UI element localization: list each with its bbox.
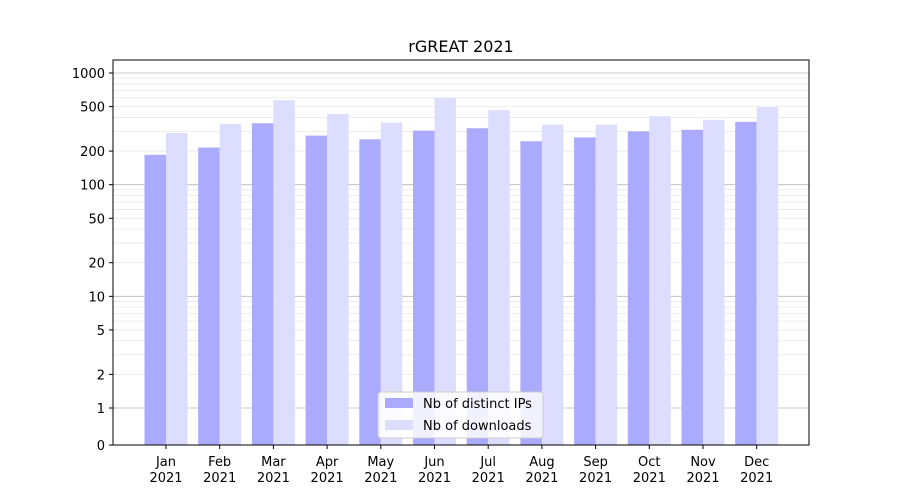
x-tick-label-month: Jul: [479, 455, 496, 470]
bar-distinct-ips: [627, 131, 650, 445]
bar-downloads: [327, 113, 349, 446]
legend-label-downloads: Nb of downloads: [423, 419, 532, 434]
x-tick-label-month: Jan: [155, 455, 176, 470]
bar-downloads: [703, 119, 725, 445]
x-tick-label-year: 2021: [257, 471, 290, 486]
x-tick-label-month: Mar: [261, 455, 286, 470]
x-tick-label-year: 2021: [633, 471, 666, 486]
y-tick-label: 1: [97, 402, 105, 417]
bar-distinct-ips: [681, 129, 703, 445]
bar-downloads: [649, 116, 671, 445]
x-tick-label-month: Aug: [529, 455, 554, 470]
x-tick-label-year: 2021: [579, 471, 612, 486]
bar-distinct-ips: [305, 135, 328, 445]
bar-distinct-ips: [574, 137, 596, 445]
x-tick-label-month: Oct: [638, 455, 660, 470]
y-tick-label: 2: [97, 368, 105, 383]
y-tick-label: 50: [88, 212, 105, 227]
legend-box: [377, 391, 544, 439]
x-tick-label-year: 2021: [740, 471, 773, 486]
bar-distinct-ips: [198, 147, 220, 445]
y-tick-label: 100: [80, 179, 105, 194]
x-tick-label-year: 2021: [149, 471, 182, 486]
y-tick-label: 200: [80, 145, 105, 160]
legend-label-ips: Nb of distinct IPs: [423, 397, 532, 412]
y-tick-label: 5: [97, 324, 105, 339]
bar-downloads: [756, 107, 779, 445]
x-tick-label-month: Sep: [583, 455, 608, 470]
x-tick-label-year: 2021: [418, 471, 451, 486]
bar-distinct-ips: [735, 121, 757, 446]
chart-title: rGREAT 2021: [408, 37, 513, 56]
bar-downloads: [595, 124, 618, 445]
x-tick-label-year: 2021: [525, 471, 558, 486]
x-tick-label-month: Feb: [208, 455, 231, 470]
x-tick-label-month: Nov: [690, 455, 716, 470]
bar-distinct-ips: [359, 139, 381, 445]
bar-distinct-ips: [144, 154, 166, 445]
x-tick-label-year: 2021: [686, 471, 719, 486]
bars: [144, 97, 779, 446]
bar-distinct-ips: [520, 141, 542, 446]
x-tick-label-month: Apr: [316, 455, 339, 470]
bar-downloads: [273, 100, 295, 445]
y-tick-label: 1000: [72, 67, 105, 82]
x-tick-label-month: Dec: [744, 455, 769, 470]
y-axis: 0 1 2 5 10 20 50 100 200 500 1000: [72, 67, 113, 454]
x-tick-label-year: 2021: [203, 471, 236, 486]
bar-distinct-ips: [251, 123, 274, 446]
y-tick-label: 20: [88, 257, 105, 272]
bar-downloads: [166, 133, 188, 445]
plot-frame: [112, 59, 810, 446]
bar-downloads: [488, 110, 510, 445]
bar-downloads: [219, 123, 242, 445]
x-tick-label-month: Jun: [423, 455, 444, 470]
legend-swatch-ips: [385, 398, 413, 408]
x-tick-label-year: 2021: [364, 471, 397, 486]
bar-downloads: [380, 122, 403, 446]
bar-downloads: [541, 124, 564, 445]
bar-distinct-ips: [413, 130, 435, 445]
bar-downloads: [434, 97, 456, 446]
x-tick-label-year: 2021: [472, 471, 505, 486]
x-axis: Jan2021Feb2021Mar2021Apr2021May2021Jun20…: [149, 445, 773, 486]
bar-distinct-ips: [466, 128, 489, 446]
legend: Nb of distinct IPs Nb of downloads: [377, 391, 544, 439]
y-tick-label: 500: [80, 101, 105, 116]
x-tick-label-year: 2021: [311, 471, 344, 486]
y-tick-label: 10: [88, 290, 105, 305]
legend-swatch-downloads: [385, 420, 413, 430]
y-tick-label: 0: [97, 439, 105, 454]
x-tick-label-month: May: [367, 455, 394, 470]
